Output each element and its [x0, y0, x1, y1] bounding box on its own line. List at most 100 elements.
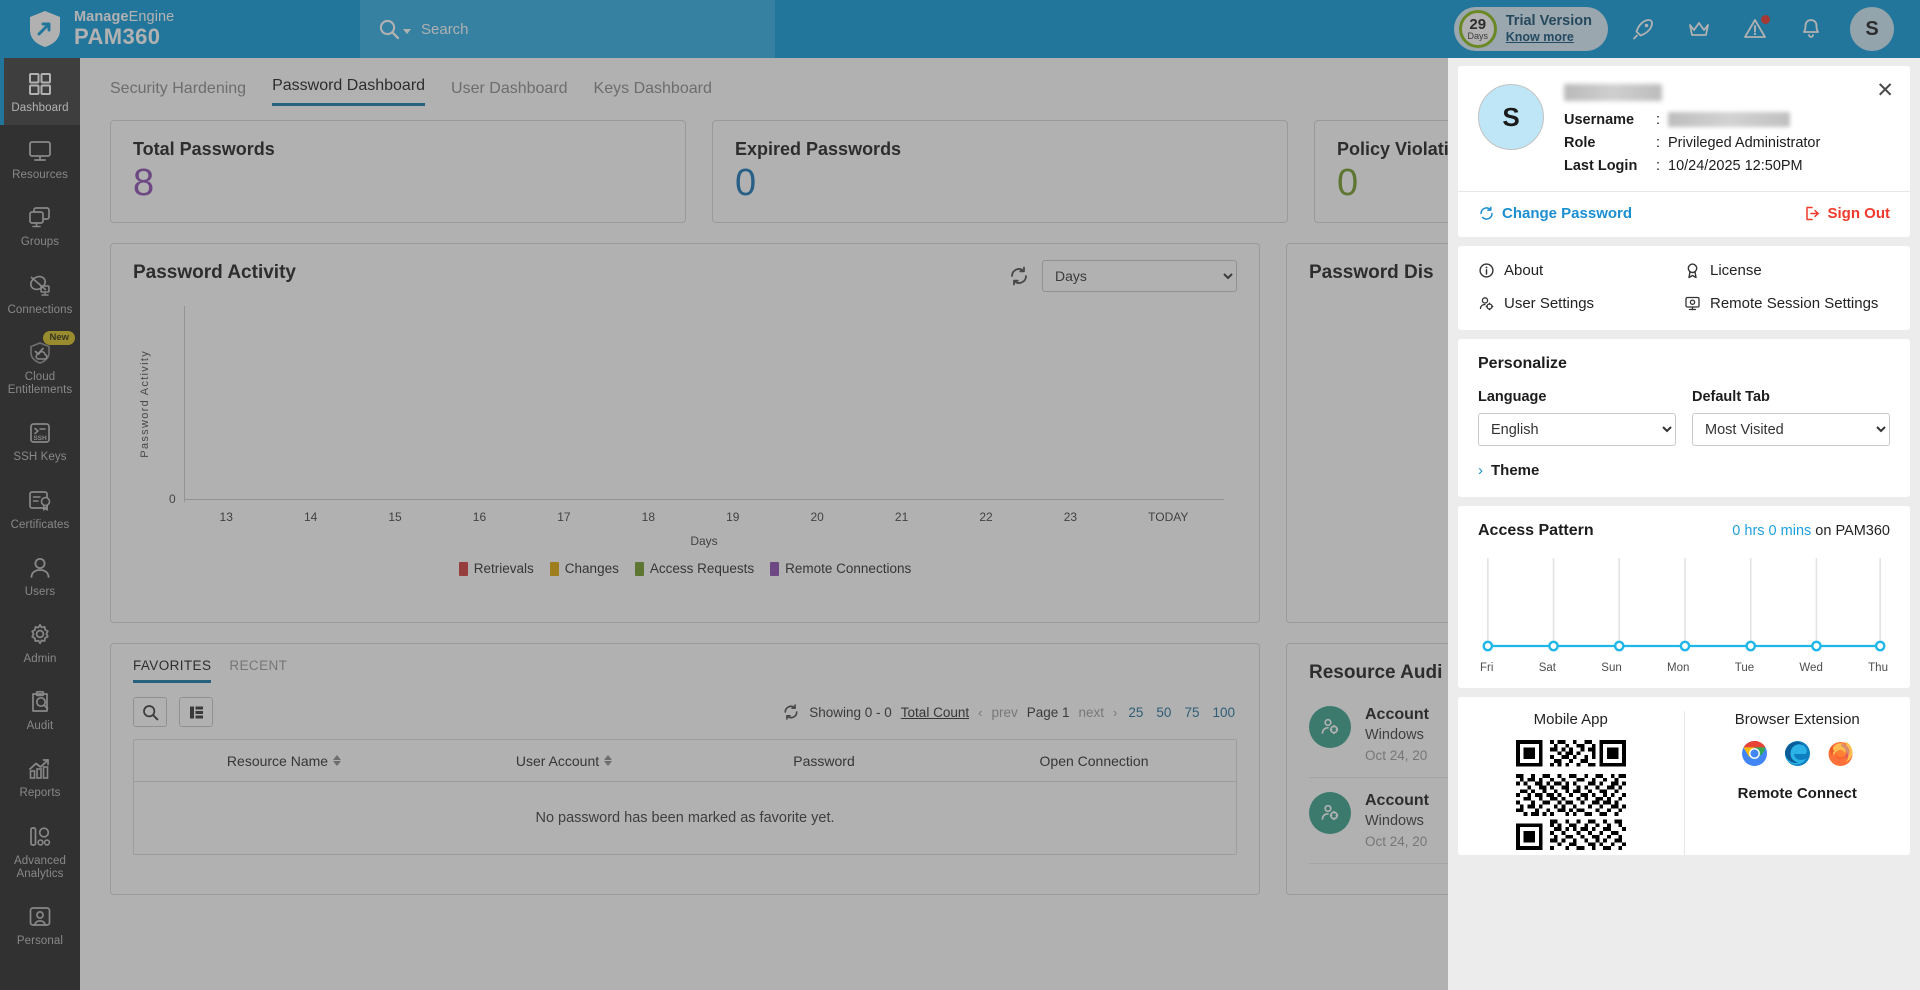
sidebar-item-connections[interactable]: Connections — [0, 260, 80, 327]
pager-next[interactable]: next — [1078, 704, 1105, 720]
close-icon[interactable]: ✕ — [1876, 79, 1894, 102]
change-password-label: Change Password — [1502, 205, 1633, 222]
access-pattern-time: 0 hrs 0 mins on PAM360 — [1732, 523, 1890, 539]
global-search[interactable]: Search — [360, 0, 775, 58]
search-input[interactable]: Search — [421, 20, 469, 38]
brand-manage: Manage — [74, 8, 129, 25]
legend-item-retrievals[interactable]: Retrievals — [458, 561, 534, 576]
profile-link-license[interactable]: License — [1684, 262, 1890, 279]
search-scope-caret-icon[interactable] — [403, 29, 411, 34]
column-label: Password — [793, 752, 855, 769]
column-header-user-account[interactable]: User Account — [434, 753, 694, 769]
page-size-75[interactable]: 75 — [1184, 704, 1200, 720]
user-avatar-button[interactable]: S — [1850, 7, 1894, 51]
sidebar-item-advanced-analytics[interactable]: Advanced Analytics — [0, 811, 80, 891]
refresh-icon[interactable] — [1008, 265, 1030, 287]
page-size-50[interactable]: 50 — [1156, 704, 1172, 720]
language-field: Language English — [1478, 389, 1676, 446]
day-label: Tue — [1734, 662, 1755, 674]
bell-icon[interactable] — [1798, 16, 1824, 42]
search-icon[interactable] — [133, 697, 167, 727]
legend-swatch — [634, 561, 644, 576]
stat-card-expired-passwords[interactable]: Expired Passwords 0 — [712, 120, 1288, 223]
rocket-icon[interactable] — [1630, 16, 1656, 42]
profile-link-remote-session-settings[interactable]: Remote Session Settings — [1684, 295, 1890, 312]
sidebar-item-ssh-keys[interactable]: SSH SSH Keys — [0, 407, 80, 474]
sidebar-label-connections: Connections — [7, 303, 73, 316]
firefox-icon[interactable] — [1827, 740, 1854, 767]
default-tab-select[interactable]: Most Visited — [1692, 413, 1890, 446]
page-size-25[interactable]: 25 — [1128, 704, 1144, 720]
page-size-100[interactable]: 100 — [1212, 704, 1235, 720]
app-header: ManageEngine PAM360 Search 29 Days Trial… — [0, 0, 1920, 58]
access-pattern-chart[interactable] — [1478, 550, 1890, 660]
sidebar-item-personal[interactable]: Personal — [0, 891, 80, 958]
profile-link-user-settings[interactable]: User Settings — [1478, 295, 1684, 312]
sidebar-item-groups[interactable]: Groups — [0, 192, 80, 259]
column-chooser-icon[interactable] — [179, 697, 213, 727]
search-icon[interactable] — [378, 18, 411, 40]
sort-icon[interactable] — [333, 755, 342, 766]
remote-connect-label: Remote Connect — [1737, 785, 1857, 802]
pager-total-count[interactable]: Total Count — [900, 704, 970, 720]
legend-item-remote-connections[interactable]: Remote Connections — [770, 561, 911, 576]
profile-link-label: License — [1710, 262, 1762, 279]
sidebar-item-audit[interactable]: Audit — [0, 676, 80, 743]
access-pattern-sparkline — [1482, 558, 1886, 652]
access-pattern-title: Access Pattern — [1478, 522, 1594, 539]
sign-out-button[interactable]: Sign Out — [1804, 205, 1890, 222]
favorites-empty-message: No password has been marked as favorite … — [535, 810, 835, 826]
day-label: Sat — [1538, 662, 1556, 674]
activity-y-axis — [184, 306, 185, 502]
crown-icon[interactable] — [1686, 16, 1712, 42]
profile-display-name — [1564, 84, 1662, 101]
sort-icon[interactable] — [604, 755, 613, 766]
activity-range-select[interactable]: Days — [1042, 260, 1237, 292]
mobile-app-qr-code[interactable] — [1509, 740, 1633, 850]
edge-icon[interactable] — [1784, 740, 1811, 767]
sidebar-item-admin[interactable]: Admin — [0, 609, 80, 676]
tab-password-dashboard[interactable]: Password Dashboard — [272, 77, 426, 106]
tab-keys-dashboard[interactable]: Keys Dashboard — [593, 80, 712, 97]
tab-recent[interactable]: RECENT — [229, 658, 288, 673]
legend-label: Remote Connections — [785, 561, 912, 576]
license-ribbon-icon — [1687, 263, 1698, 279]
sidebar-item-dashboard[interactable]: Dashboard — [0, 58, 80, 126]
alert-triangle-icon[interactable] — [1742, 15, 1770, 42]
profile-link-about[interactable]: About — [1478, 262, 1684, 279]
sidebar-item-certificates[interactable]: Certificates — [0, 475, 80, 542]
tab-user-dashboard[interactable]: User Dashboard — [451, 80, 568, 97]
pager-prev[interactable]: prev — [991, 704, 1018, 720]
legend-swatch — [549, 561, 559, 576]
legend-item-changes[interactable]: Changes — [549, 561, 619, 576]
profile-link-label: User Settings — [1504, 295, 1595, 312]
tab-favorites[interactable]: FAVORITES — [133, 658, 212, 683]
refresh-icon[interactable] — [782, 703, 800, 721]
default-tab-label: Default Tab — [1692, 389, 1770, 405]
activity-x-tick: 18 — [641, 510, 655, 524]
access-pattern-day-labels: Fri Sat Sun Mon Tue Wed Thu — [1478, 662, 1890, 674]
svg-text:SSH: SSH — [33, 435, 47, 442]
sidebar-item-resources[interactable]: Resources — [0, 125, 80, 192]
column-header-resource-name[interactable]: Resource Name — [134, 753, 434, 769]
change-password-button[interactable]: Change Password — [1478, 205, 1632, 222]
tab-security-hardening[interactable]: Security Hardening — [110, 80, 247, 97]
theme-accordion[interactable]: › Theme — [1478, 462, 1890, 479]
trial-version-badge[interactable]: 29 Days Trial Version Know more — [1453, 7, 1608, 51]
dashboard-grid-icon — [29, 73, 51, 95]
sidebar-item-users[interactable]: Users — [0, 542, 80, 609]
language-select[interactable]: English — [1478, 413, 1676, 446]
stat-card-total-passwords[interactable]: Total Passwords 8 — [110, 120, 686, 223]
day-label: Thu — [1868, 662, 1888, 674]
account-gear-icon — [1309, 706, 1351, 748]
trial-know-more-link[interactable]: Know more — [1505, 30, 1574, 45]
chevron-left-icon: ‹ — [978, 704, 983, 720]
profile-value-last-login: 10/24/2025 12:50PM — [1668, 157, 1803, 174]
sidebar-item-cloud-entitlements[interactable]: New Cloud Entitlements — [0, 327, 80, 407]
activity-x-tick: 23 — [1063, 510, 1078, 524]
windows-stack-icon — [29, 207, 50, 228]
sidebar-item-reports[interactable]: Reports — [0, 743, 80, 810]
brand-logo[interactable]: ManageEngine PAM360 — [0, 0, 360, 58]
legend-item-access-requests[interactable]: Access Requests — [634, 561, 754, 576]
chrome-icon[interactable] — [1741, 740, 1768, 767]
